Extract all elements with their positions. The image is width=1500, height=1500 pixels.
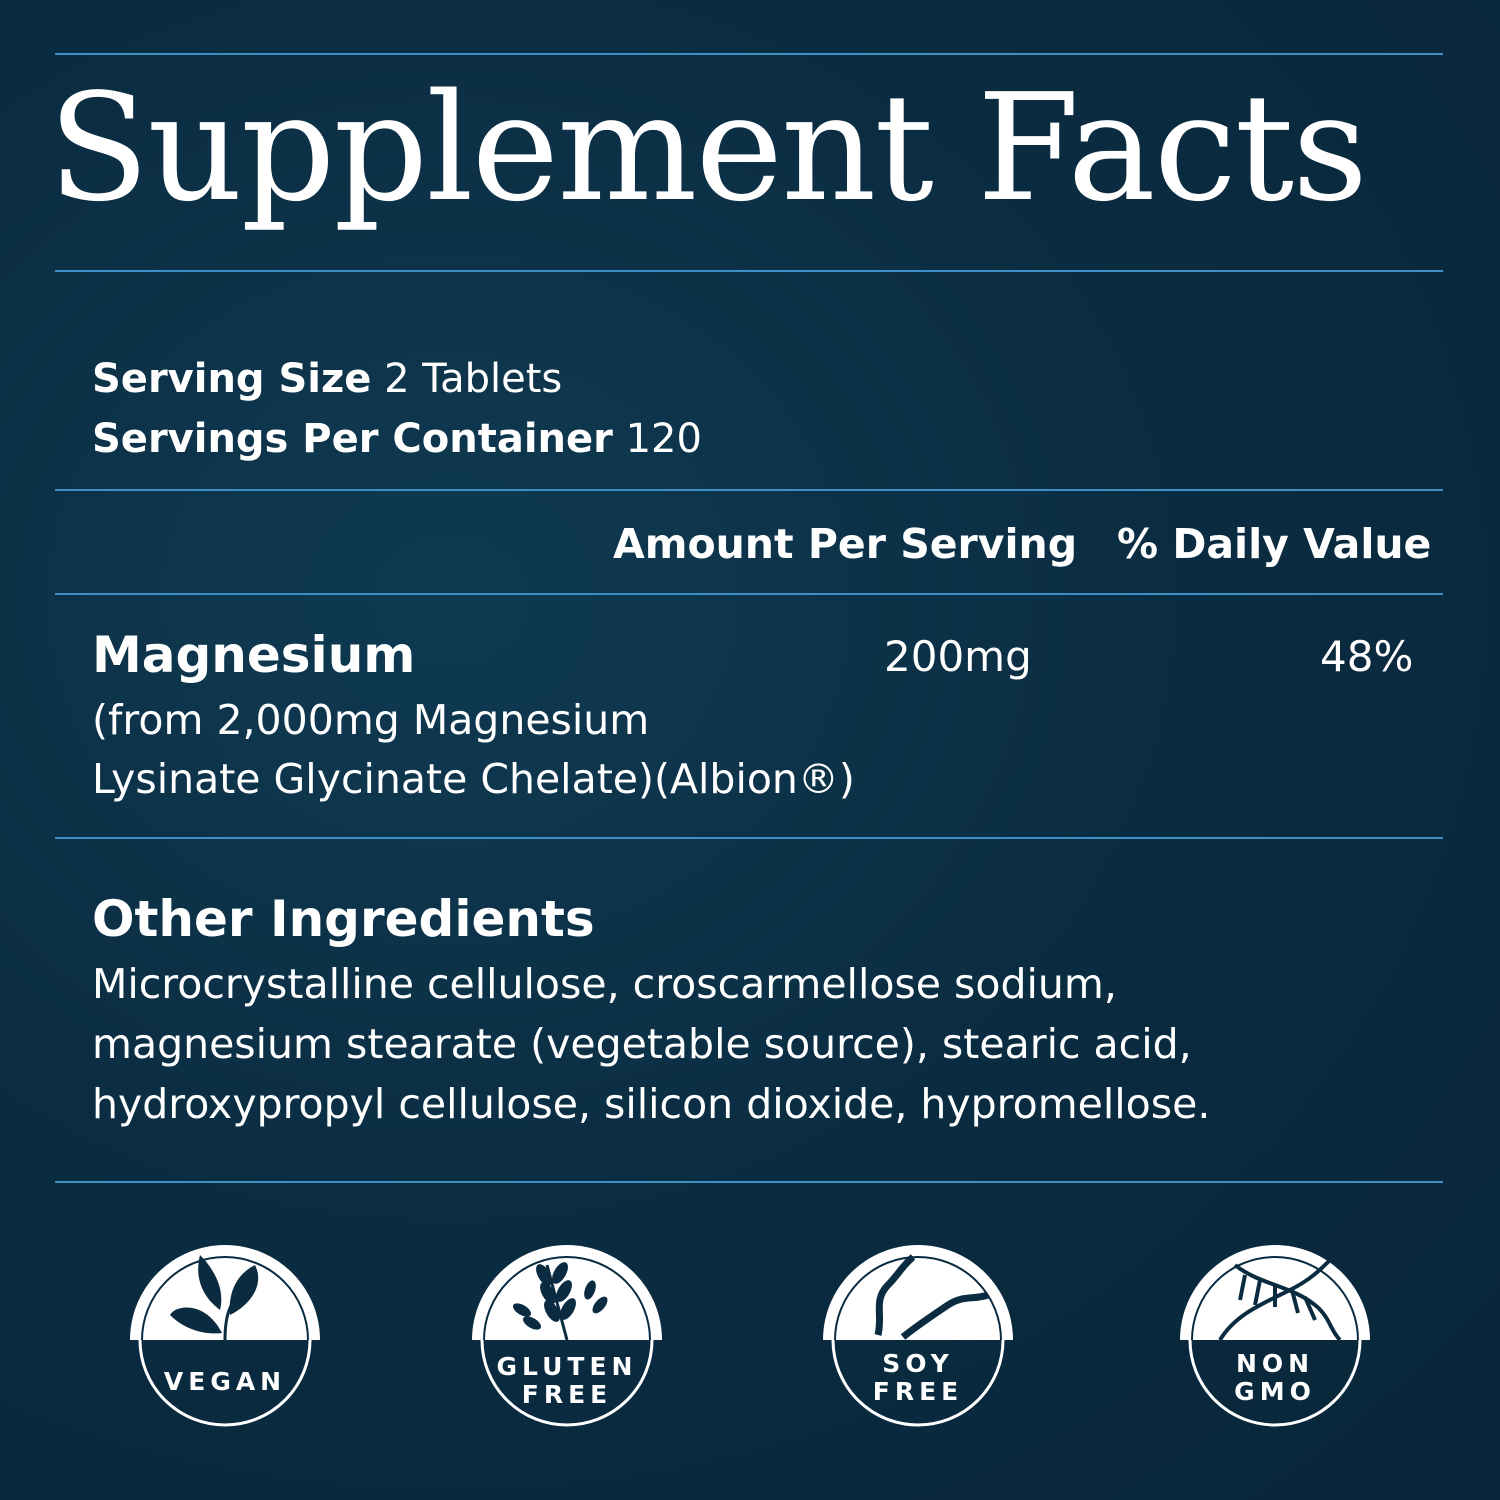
soy-free-badge: SOY FREE	[823, 1245, 1013, 1435]
vegan-badge: VEGAN	[130, 1245, 320, 1435]
other-ingredients-heading: Other Ingredients	[92, 890, 595, 948]
page-title: Supplement Facts	[48, 62, 1368, 234]
serving-size-label: Serving Size	[92, 356, 372, 402]
dna-icon	[1180, 1245, 1370, 1427]
divider	[55, 270, 1443, 272]
wheat-icon	[472, 1245, 662, 1427]
soybean-icon	[823, 1245, 1013, 1427]
ingredients-line: hydroxypropyl cellulose, silicon dioxide…	[92, 1080, 1211, 1128]
nutrient-dv: 48%	[1320, 632, 1414, 681]
ingredients-line: magnesium stearate (vegetable source), s…	[92, 1020, 1192, 1068]
badge-label: VEGAN	[163, 1367, 287, 1396]
badge-label: GLUTEN	[496, 1352, 638, 1381]
servings-label: Servings Per Container	[92, 416, 613, 462]
divider	[55, 1181, 1443, 1183]
serving-size-value: 2 Tablets	[384, 356, 563, 402]
gluten-free-badge: GLUTEN FREE	[472, 1245, 662, 1435]
badge-label: NON	[1235, 1349, 1315, 1378]
ingredients-line: Microcrystalline cellulose, croscarmello…	[92, 960, 1117, 1008]
leaf-icon	[130, 1245, 320, 1427]
nutrient-source: Lysinate Glycinate Chelate)(Albion®)	[92, 755, 855, 803]
nutrient-source: (from 2,000mg Magnesium	[92, 696, 650, 744]
servings-value: 120	[625, 416, 702, 462]
non-gmo-badge: NON GMO	[1180, 1245, 1370, 1435]
divider	[55, 837, 1443, 839]
nutrient-amount: 200mg	[884, 632, 1032, 681]
dv-header: % Daily Value	[1117, 520, 1432, 568]
badge-label: SOY	[882, 1349, 954, 1378]
nutrient-name: Magnesium	[92, 626, 416, 684]
badge-label: FREE	[521, 1380, 613, 1409]
divider	[55, 489, 1443, 491]
divider	[55, 53, 1443, 55]
divider	[55, 593, 1443, 595]
serving-size: Serving Size 2 Tablets	[92, 356, 562, 402]
badge-label: FREE	[872, 1377, 964, 1406]
amount-header: Amount Per Serving	[613, 520, 1078, 568]
badge-label: GMO	[1234, 1377, 1316, 1406]
servings-per-container: Servings Per Container 120	[92, 416, 702, 462]
